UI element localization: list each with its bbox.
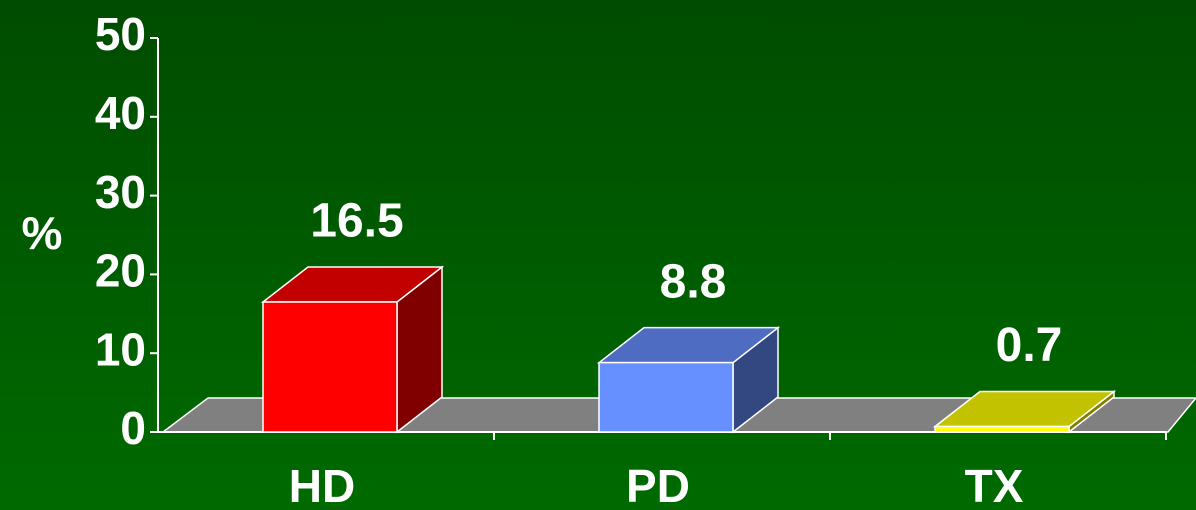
value-label: 0.7 xyxy=(996,319,1063,372)
y-tick-label: 20 xyxy=(95,245,146,297)
y-tick-label: 30 xyxy=(95,166,146,218)
y-tick-label: 40 xyxy=(95,87,146,139)
bar-front xyxy=(934,425,1070,433)
y-tick-label: 10 xyxy=(95,323,146,375)
x-tick-label: HD xyxy=(289,460,355,510)
bar-front xyxy=(262,301,398,433)
value-label: 16.5 xyxy=(310,195,403,248)
x-tick-label: PD xyxy=(626,460,690,510)
value-label: 8.8 xyxy=(660,255,727,308)
y-tick-label: 0 xyxy=(120,402,146,454)
y-tick-label: 50 xyxy=(95,8,146,60)
x-tick-label: TX xyxy=(965,460,1024,510)
bar xyxy=(260,265,445,434)
bar xyxy=(596,326,781,434)
y-axis-label: % xyxy=(22,207,63,259)
bar-front xyxy=(598,361,734,433)
bar xyxy=(932,389,1117,434)
